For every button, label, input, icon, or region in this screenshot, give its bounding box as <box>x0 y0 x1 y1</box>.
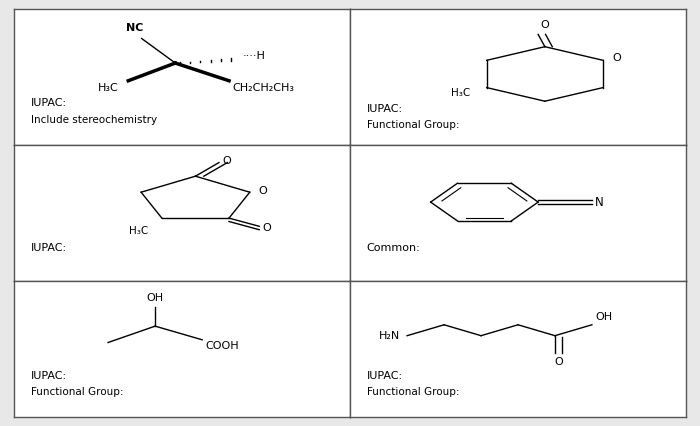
Text: Functional Group:: Functional Group: <box>367 120 459 130</box>
Text: H₃C: H₃C <box>97 83 118 93</box>
Text: O: O <box>554 357 563 368</box>
Text: O: O <box>612 52 621 63</box>
Text: O: O <box>223 156 231 166</box>
Text: H₃C: H₃C <box>130 226 148 236</box>
Text: O: O <box>262 223 272 233</box>
Text: H₃C: H₃C <box>451 88 470 98</box>
Text: OH: OH <box>595 312 612 322</box>
Text: IUPAC:: IUPAC: <box>31 371 67 381</box>
Text: Include stereochemistry: Include stereochemistry <box>31 115 157 125</box>
Text: Functional Group:: Functional Group: <box>367 388 459 397</box>
Text: CH₂CH₂CH₃: CH₂CH₂CH₃ <box>232 83 295 93</box>
Text: IUPAC:: IUPAC: <box>367 104 403 114</box>
Text: IUPAC:: IUPAC: <box>367 371 403 381</box>
Text: H₂N: H₂N <box>379 331 400 341</box>
Text: OH: OH <box>146 293 164 303</box>
Text: N: N <box>595 196 604 209</box>
Text: ····H: ····H <box>242 51 265 61</box>
Text: Common:: Common: <box>367 243 421 253</box>
Text: IUPAC:: IUPAC: <box>31 243 67 253</box>
Text: Functional Group:: Functional Group: <box>31 388 123 397</box>
Text: IUPAC:: IUPAC: <box>31 98 67 109</box>
Text: COOH: COOH <box>206 341 239 351</box>
Text: O: O <box>259 186 267 196</box>
Text: NC: NC <box>126 23 144 33</box>
Text: O: O <box>540 20 550 30</box>
